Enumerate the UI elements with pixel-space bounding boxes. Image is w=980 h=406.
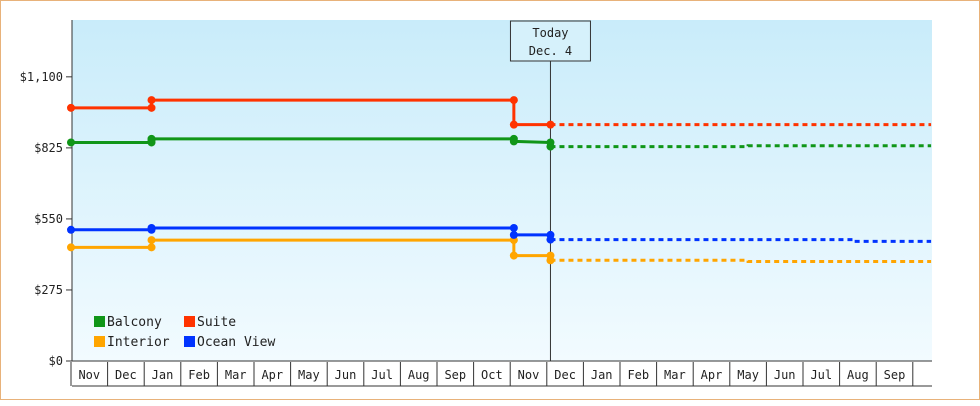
data-point-suite <box>67 103 75 112</box>
x-tick-label: Jan <box>591 368 613 382</box>
series-forecast-ocean-view <box>550 238 932 243</box>
x-tick-label: Aug <box>408 368 430 382</box>
y-tick-label: $0 <box>49 354 63 368</box>
x-tick-label: Mar <box>225 368 247 382</box>
legend-swatch <box>184 336 195 347</box>
data-point-interior <box>509 251 518 260</box>
y-tick-label: $1,100 <box>20 70 63 84</box>
data-point-ocean-view <box>147 223 156 232</box>
data-point-suite <box>147 103 156 112</box>
x-tick-label: Oct <box>481 368 503 382</box>
x-tick-label: Nov <box>518 368 540 382</box>
x-tick-label: Jan <box>152 368 174 382</box>
data-point-interior <box>67 243 75 252</box>
x-tick-label: Mar <box>664 368 686 382</box>
x-tick-label: Dec <box>115 368 137 382</box>
plot-area <box>72 20 932 361</box>
legend: Balcony Suite Interior Ocean View <box>94 315 275 350</box>
axes: $0 $275 $550 $825 $1,100 Nov Dec Jan Feb Mar Apr Ma… <box>20 20 932 387</box>
x-tick-label: Dec <box>554 368 576 382</box>
x-tick-label: Jun <box>335 368 357 382</box>
data-point-suite <box>546 120 555 129</box>
x-tick-label: Jul <box>371 368 393 382</box>
legend-swatch <box>94 336 105 347</box>
x-tick-label: May <box>737 368 759 382</box>
x-tick-label: May <box>298 368 320 382</box>
x-tick-label: Jun <box>774 368 796 382</box>
data-point-interior <box>147 243 156 252</box>
series-forecast-balcony <box>550 144 932 149</box>
legend-label: Interior <box>107 335 170 350</box>
x-tick-label: Nov <box>78 368 100 382</box>
y-tick-label: $275 <box>34 283 63 297</box>
today-box <box>509 20 591 62</box>
x-tick-label: Feb <box>627 368 649 382</box>
data-point-balcony <box>67 138 75 147</box>
legend-label: Balcony <box>107 315 162 330</box>
series-line-suite <box>71 98 551 127</box>
x-tick-label: Aug <box>847 368 869 382</box>
legend-swatch <box>184 316 195 327</box>
data-point-ocean-view <box>509 223 518 232</box>
data-point-balcony <box>509 137 518 146</box>
y-tick-label: $825 <box>34 141 63 155</box>
data-point-suite <box>509 96 518 105</box>
series-layer <box>67 96 932 265</box>
legend-swatch <box>94 316 105 327</box>
series-forecast-interior <box>550 258 932 264</box>
x-tick-label: Feb <box>188 368 210 382</box>
x-tick-label: Sep <box>444 368 466 382</box>
legend-label: Suite <box>197 315 236 330</box>
data-point-ocean-view <box>509 230 518 239</box>
today-marker: Today Dec. 4 <box>509 20 591 361</box>
legend-label: Ocean View <box>197 335 275 350</box>
data-point-suite <box>509 120 518 129</box>
data-point-ocean-view <box>67 225 75 234</box>
x-tick-label: Apr <box>261 368 283 382</box>
data-point-balcony <box>147 134 156 143</box>
x-tick-label: Sep <box>884 368 906 382</box>
data-point-ocean-view <box>546 235 555 244</box>
y-tick-label: $550 <box>34 212 63 226</box>
today-date: Dec. 4 <box>529 44 572 58</box>
data-point-interior <box>546 256 555 265</box>
data-point-interior <box>147 236 156 245</box>
today-label: Today <box>532 26 568 40</box>
data-point-suite <box>147 96 156 105</box>
data-point-balcony <box>546 142 555 151</box>
x-tick-label: Jul <box>810 368 832 382</box>
x-tick-label: Apr <box>701 368 723 382</box>
